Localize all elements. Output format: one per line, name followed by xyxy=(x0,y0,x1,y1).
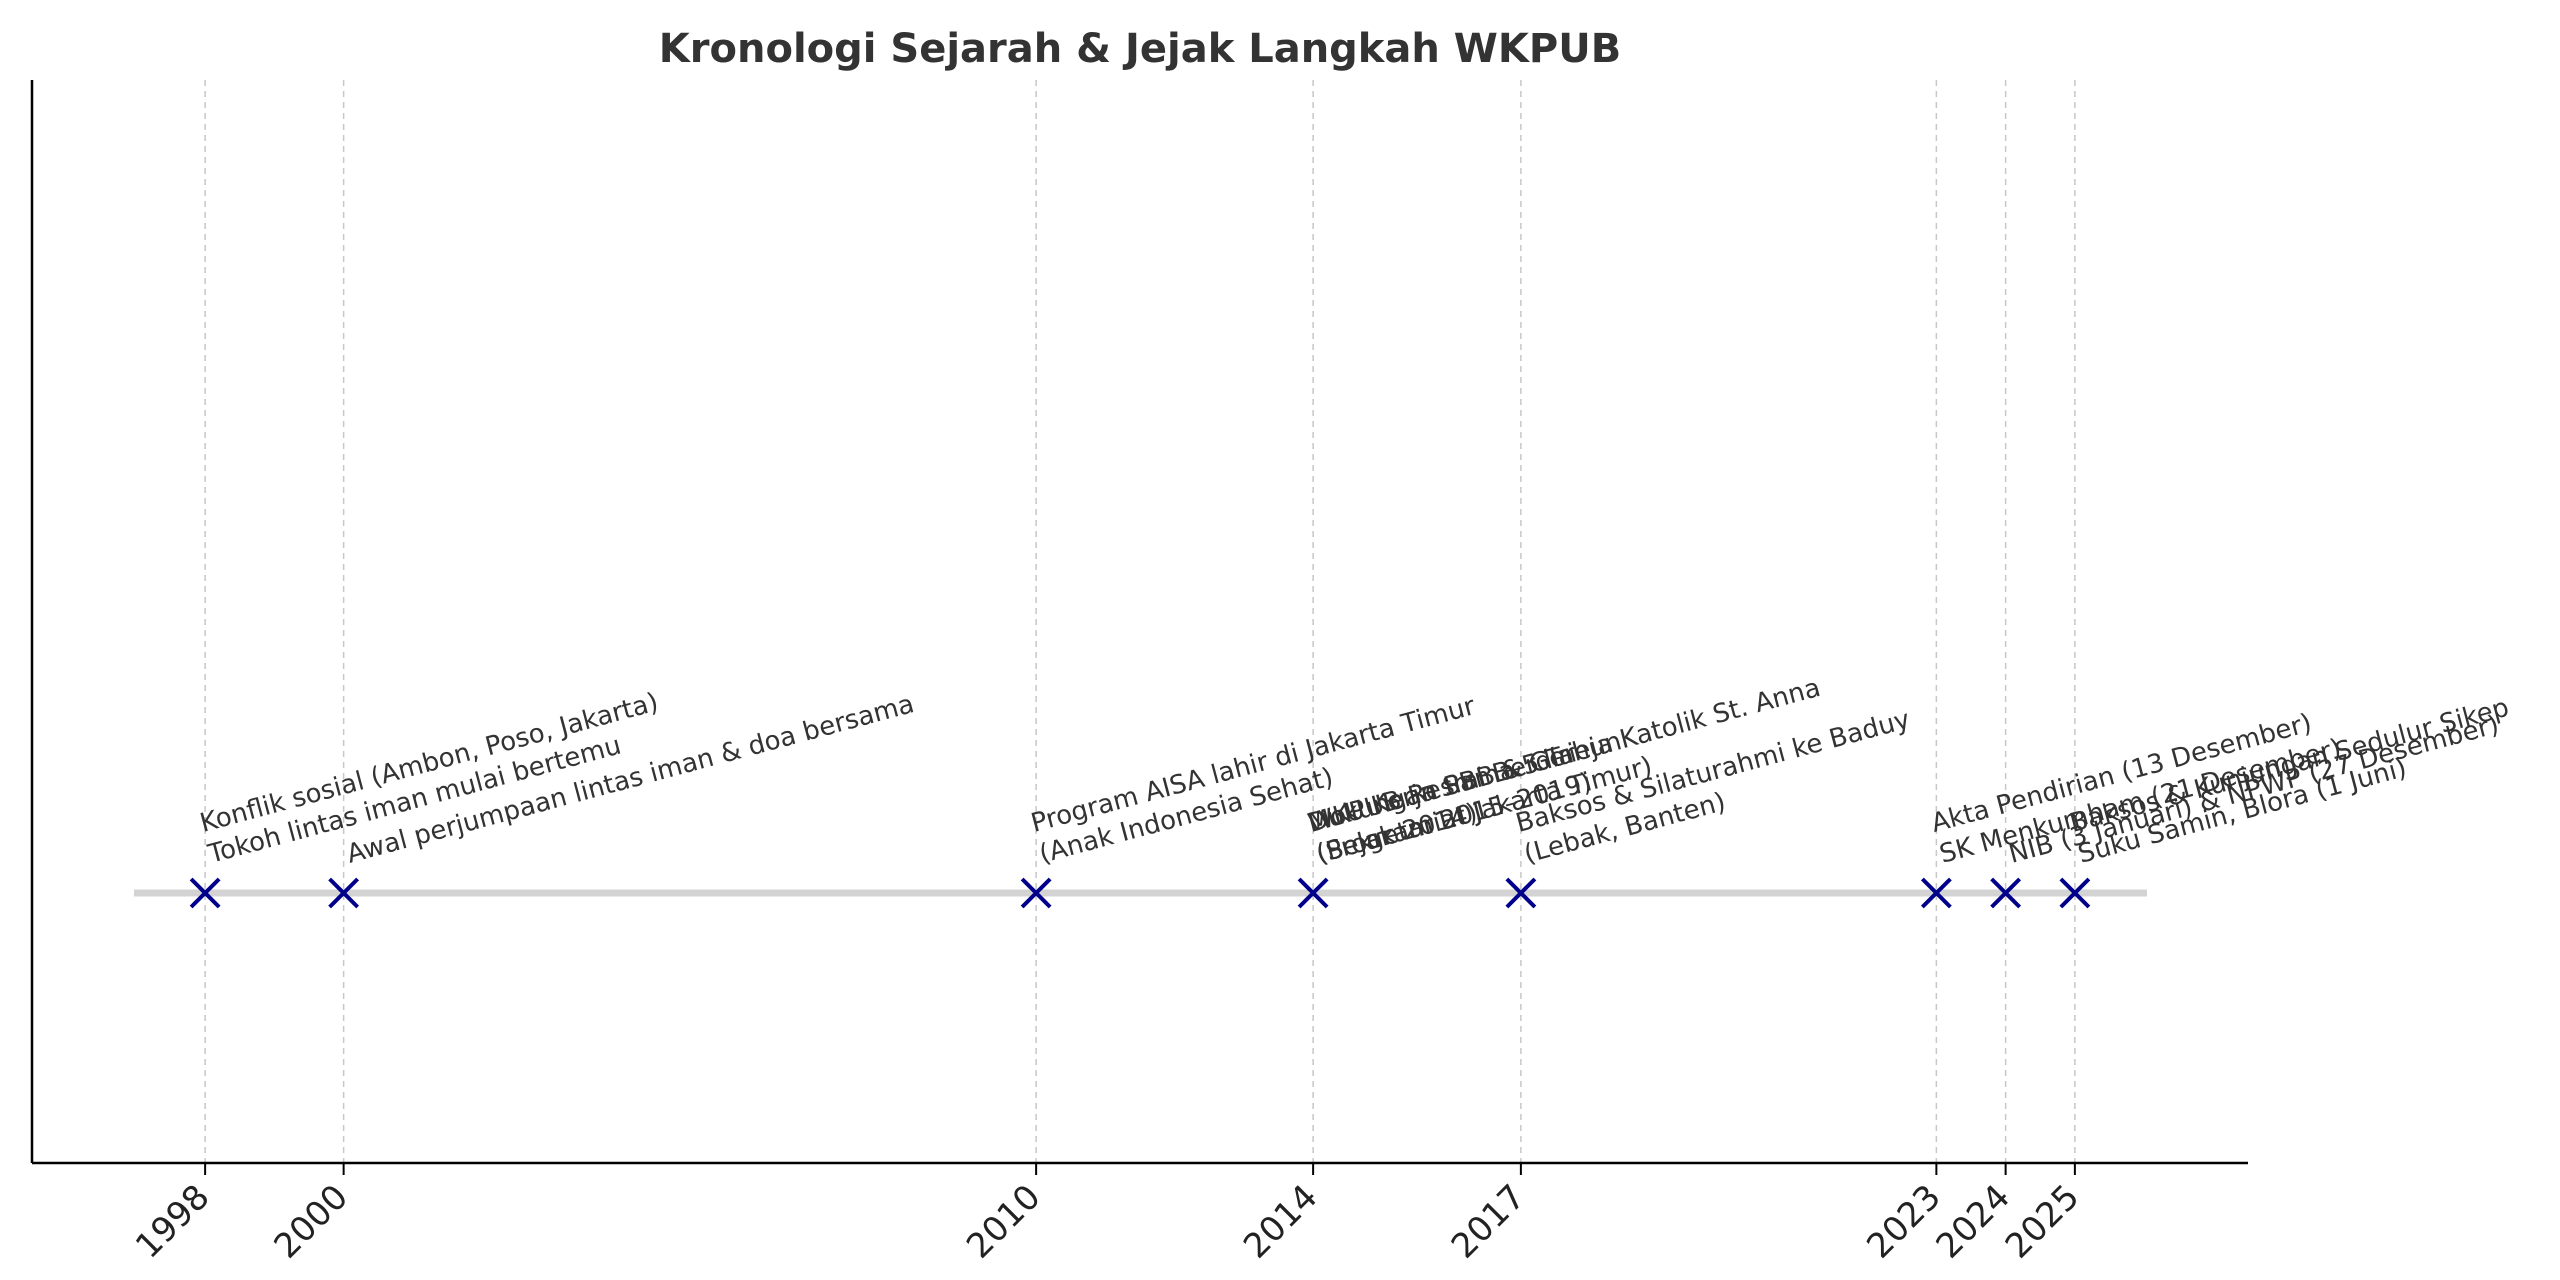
tick-label-2010: 2010 xyxy=(959,1177,1048,1266)
event-marker-2017 xyxy=(1505,877,1537,909)
event-marker-2024 xyxy=(1990,877,2022,909)
event-marker-2000 xyxy=(328,877,360,909)
event-marker-1998 xyxy=(189,877,221,909)
tick-label-2024: 2024 xyxy=(1929,1177,2018,1266)
event-marker-2025 xyxy=(2059,877,2091,909)
tick-label-1998: 1998 xyxy=(128,1177,217,1266)
tick-label-2017: 2017 xyxy=(1444,1177,1533,1266)
event-marker-2010 xyxy=(1020,877,1052,909)
event-marker-2014 xyxy=(1297,877,1329,909)
event-markers xyxy=(189,877,2091,909)
chart-title: Kronologi Sejarah & Jejak Langkah WKPUB xyxy=(659,26,1621,72)
tick-label-2023: 2023 xyxy=(1859,1177,1948,1266)
event-annotations: Konflik sosial (Ambon, Poso, Jakarta)Tok… xyxy=(197,673,2512,870)
event-marker-2023 xyxy=(1920,877,1952,909)
grid-lines xyxy=(204,80,2076,1163)
tick-label-2014: 2014 xyxy=(1236,1177,1325,1266)
tick-label-2000: 2000 xyxy=(267,1177,356,1266)
tick-label-2025: 2025 xyxy=(1998,1177,2087,1266)
